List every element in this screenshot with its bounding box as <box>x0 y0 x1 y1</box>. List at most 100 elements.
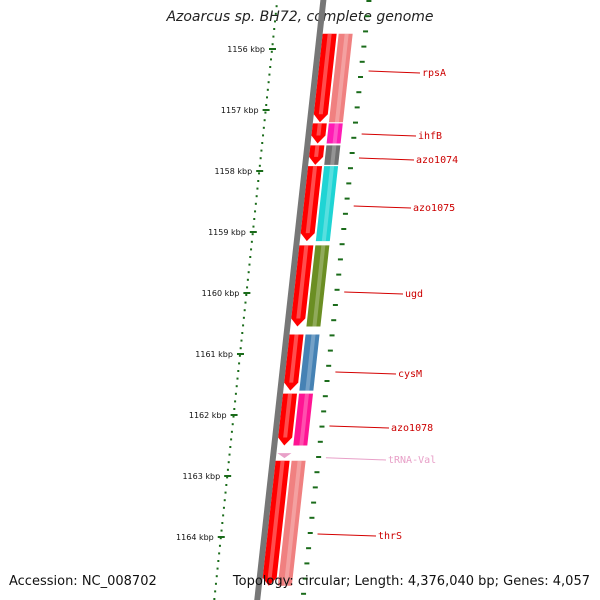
forward-feature-highlight <box>267 460 285 578</box>
ruler-dot <box>274 12 277 15</box>
ruler-dot <box>240 339 243 342</box>
ruler-dot <box>354 106 360 109</box>
ruler-dot <box>332 304 338 306</box>
ruler-dot <box>272 35 275 38</box>
ruler-dot <box>242 316 245 319</box>
ruler-dot <box>267 81 270 84</box>
ruler-dot <box>271 43 274 46</box>
ruler-dot <box>339 243 345 246</box>
ruler-tick <box>256 170 264 172</box>
ruler-dot <box>312 486 318 489</box>
ruler-dot <box>263 119 266 122</box>
ruler-dot <box>258 164 261 167</box>
ruler-dot <box>230 430 233 433</box>
forward-feature-highlight <box>314 145 320 157</box>
ruler-dot <box>251 233 254 236</box>
ruler-dot <box>261 142 264 144</box>
ruler-dot <box>361 45 367 48</box>
ruler-dot <box>324 380 330 382</box>
ruler-dot <box>347 167 353 170</box>
ruler-dot <box>337 258 343 261</box>
leader-line <box>358 157 415 161</box>
ruler-dot <box>231 423 234 426</box>
ruler-dot <box>352 121 358 124</box>
ruler-dot <box>220 529 223 532</box>
ruler-dot <box>226 476 229 479</box>
ruler-dot <box>249 256 252 258</box>
ruler-dot <box>225 484 228 486</box>
gene-label-azo1074: azo1074 <box>416 155 458 166</box>
ruler-dot <box>322 395 328 398</box>
ruler-tick-label: 1158 kbp <box>214 167 252 176</box>
ruler-dot <box>229 446 232 448</box>
ruler-dot <box>317 440 323 443</box>
leader-line <box>368 70 421 74</box>
ruler-dot <box>238 362 241 365</box>
ruler-dot <box>341 228 347 230</box>
gene-feature-highlight <box>330 145 337 165</box>
ruler-dot <box>234 392 237 395</box>
ruler-dot <box>218 552 221 555</box>
ruler-dot <box>237 370 240 372</box>
ruler-dot <box>265 104 268 106</box>
ruler-dot <box>366 0 372 2</box>
forward-feature-highlight <box>289 334 299 383</box>
ruler-dot <box>306 547 312 550</box>
ruler-dot <box>214 590 217 593</box>
ruler-dot <box>326 364 332 367</box>
ruler-dot <box>307 532 313 534</box>
gene-track <box>277 33 353 586</box>
ruler-tick-label: 1161 kbp <box>195 350 233 359</box>
ruler-dot <box>213 598 216 600</box>
ruler-dot <box>223 499 226 502</box>
ruler-tick-label: 1162 kbp <box>189 411 227 420</box>
ruler-dot <box>302 577 308 580</box>
gene-thrs-feature <box>277 460 306 586</box>
ruler-dot <box>327 349 333 352</box>
ruler-dot <box>247 271 250 274</box>
ruler-dot <box>252 225 255 228</box>
ruler-dot <box>270 58 273 61</box>
gene-feature-highlight <box>283 460 302 586</box>
ruler-tick-label: 1157 kbp <box>221 106 259 115</box>
ruler-dot <box>219 537 222 540</box>
ruler-dot <box>230 438 233 441</box>
ruler-dot <box>234 400 237 403</box>
forward-feature-highlight <box>305 166 318 234</box>
ruler-dot <box>262 126 265 129</box>
ruler-dot <box>364 15 370 18</box>
gene-label-azo1075: azo1075 <box>413 203 455 214</box>
ruler-dot <box>260 149 263 152</box>
ruler-dot <box>227 461 230 464</box>
ruler-tick-label: 1156 kbp <box>227 45 265 54</box>
map-title: Azoarcus sp. BH72, complete genome <box>166 9 434 25</box>
ruler-dot <box>363 30 369 33</box>
gene-feature-highlight <box>312 245 326 327</box>
gene-label-ugd: ugd <box>405 289 423 300</box>
ruler: 1156 kbp 1157 kbp 1158 kbp 1159 kbp 1160 kbp… <box>176 0 372 600</box>
gene-feature-highlight <box>321 166 335 242</box>
ruler-dot <box>246 278 249 281</box>
forward-strand-track <box>262 33 337 586</box>
ruler-tick <box>262 109 270 111</box>
ruler-dot <box>346 182 352 185</box>
ruler-dot <box>244 301 247 304</box>
ruler-dot <box>266 88 269 91</box>
leader-line <box>325 457 387 461</box>
ruler-dot <box>222 506 225 509</box>
gene-azo1075-feature <box>315 166 339 242</box>
gene-ugd-feature <box>306 245 330 327</box>
ruler-dot <box>226 468 229 471</box>
ruler-dot <box>245 294 248 296</box>
ruler-dot <box>275 5 278 8</box>
ruler-dot <box>233 408 236 410</box>
ruler-dot <box>336 273 342 276</box>
ruler-dot <box>344 197 350 200</box>
gene-labels: rpsA ihfB azo1074 azo1075 ugd cysM azo1078 tRNA… <box>317 68 458 542</box>
ruler-tick <box>249 231 257 233</box>
ruler-tick-label: 1164 kbp <box>176 533 214 542</box>
ruler-dot <box>351 136 357 139</box>
gene-label-thrs: thrS <box>378 531 402 542</box>
ruler-dot <box>359 60 365 63</box>
